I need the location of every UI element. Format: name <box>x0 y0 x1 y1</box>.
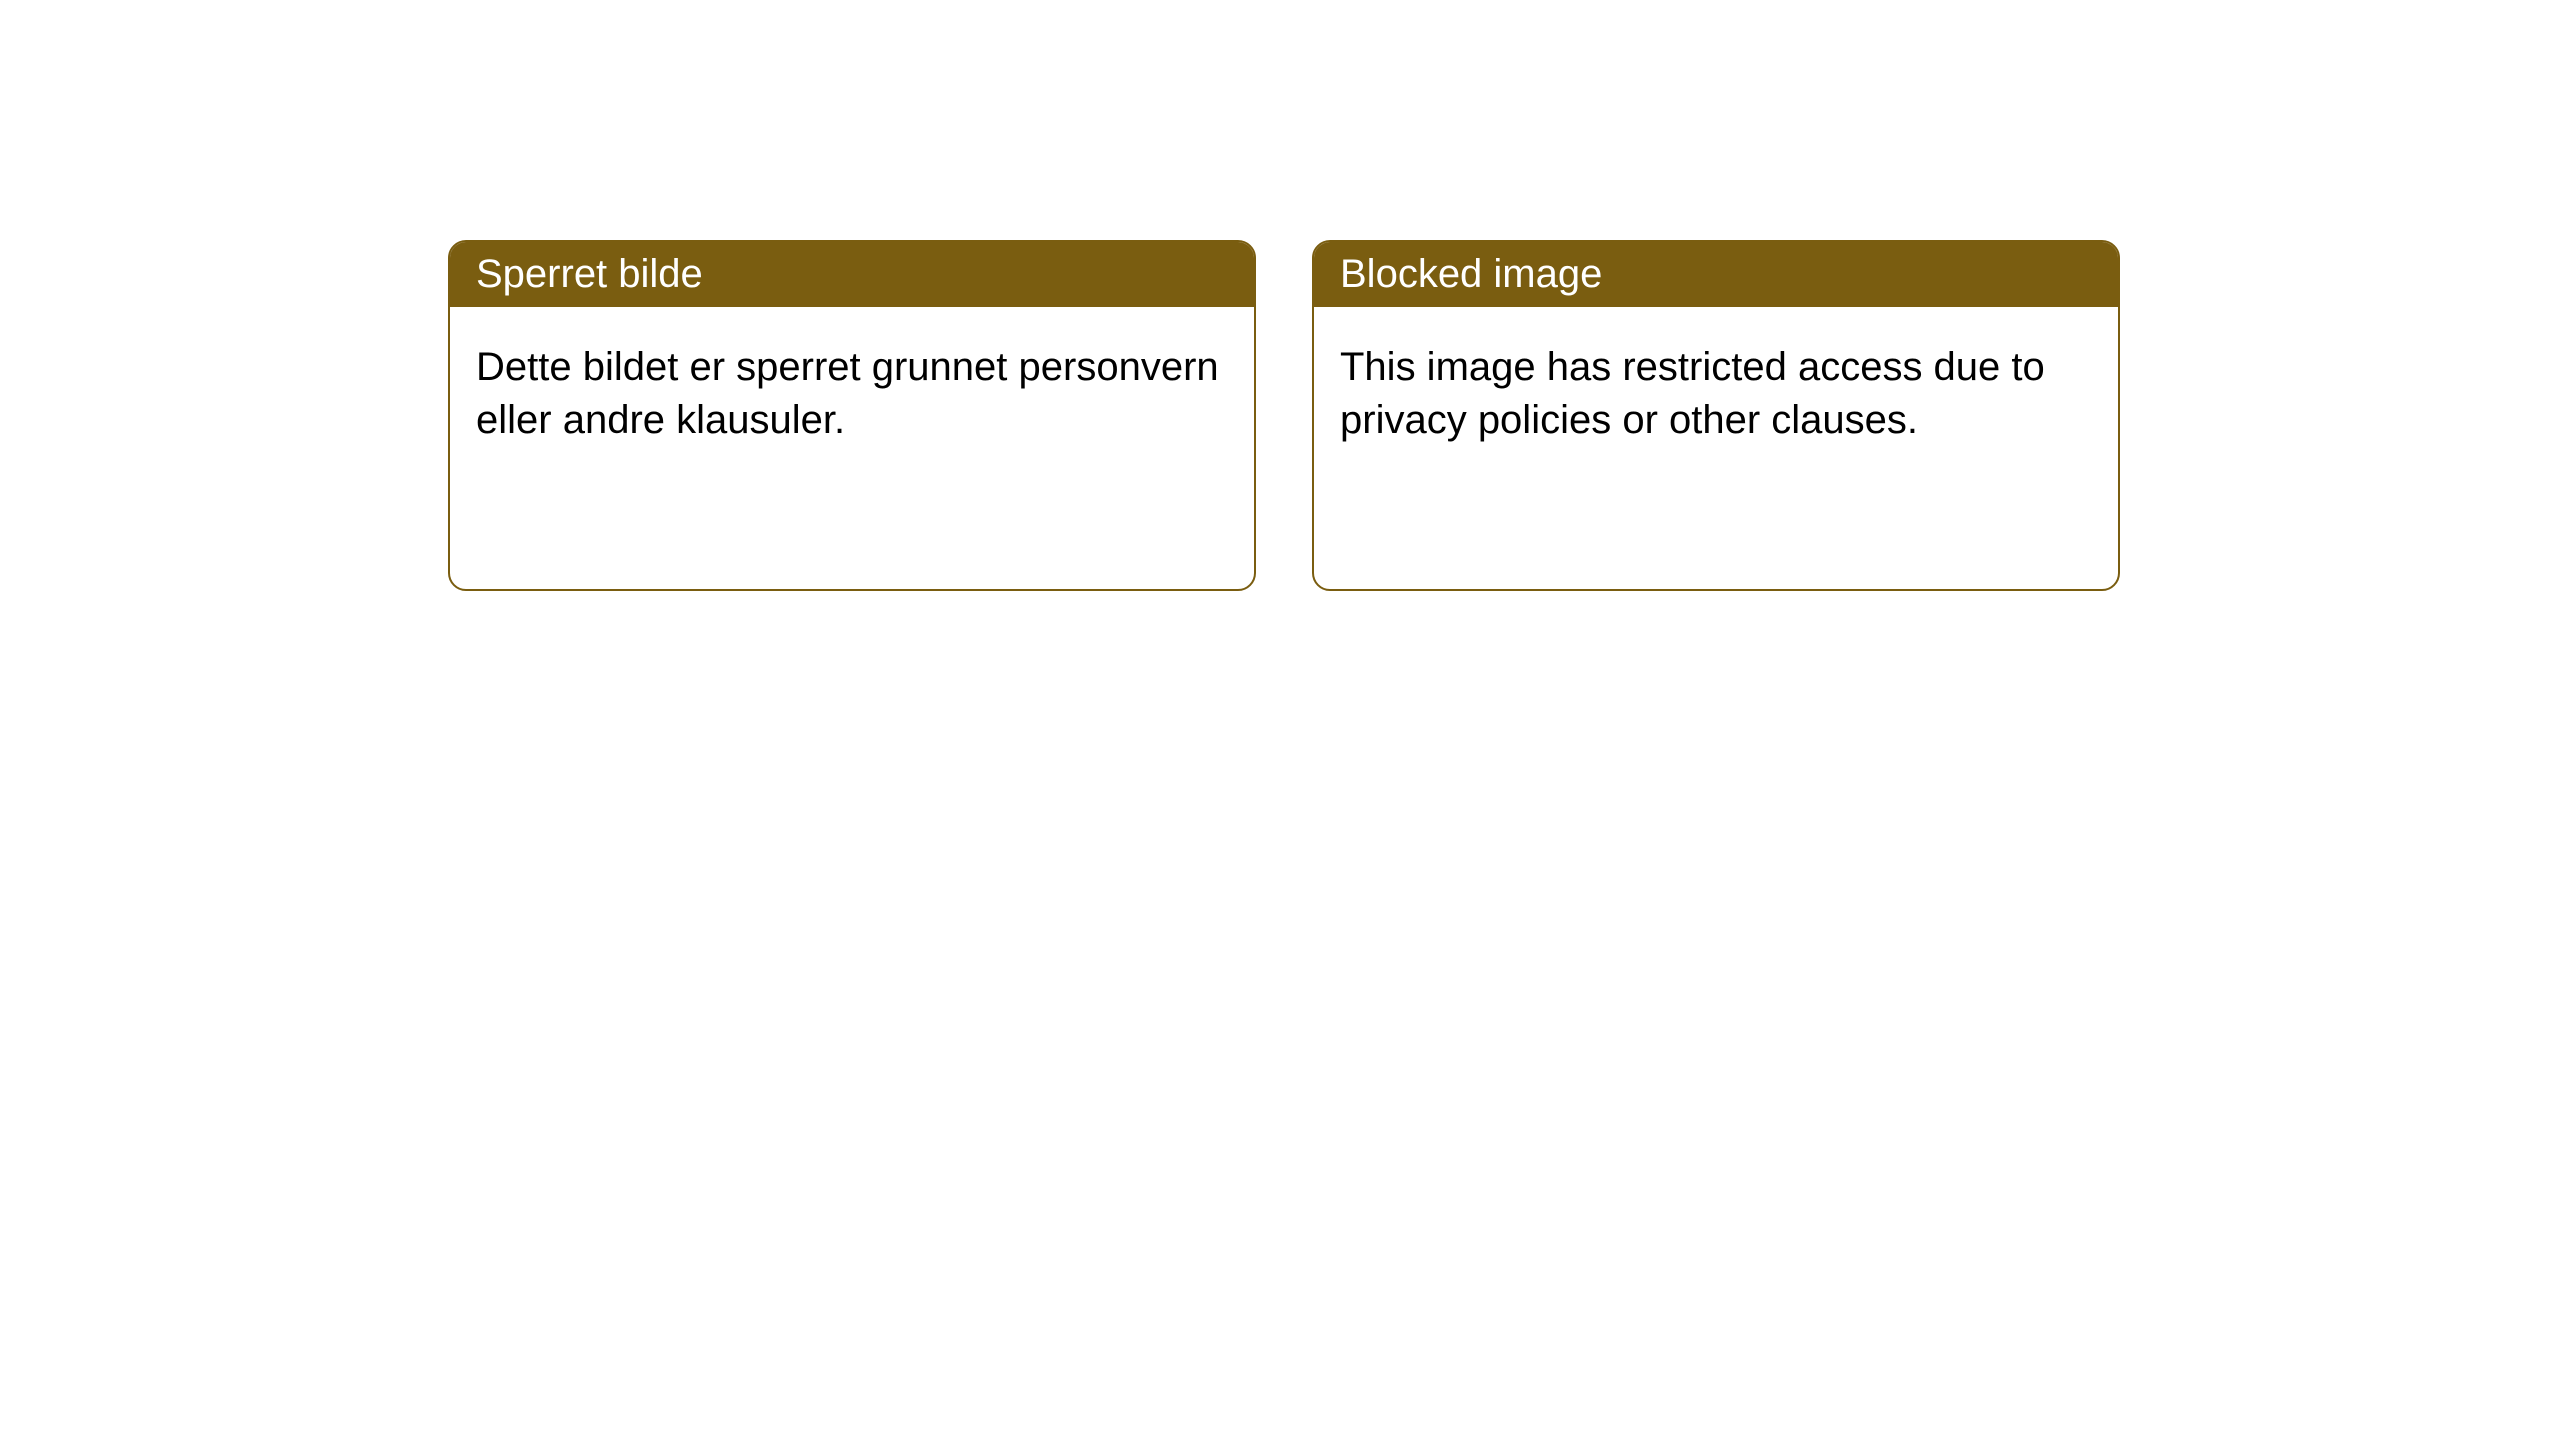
notice-body: This image has restricted access due to … <box>1314 307 2118 589</box>
notice-container: Sperret bilde Dette bildet er sperret gr… <box>0 0 2560 591</box>
notice-title: Blocked image <box>1340 252 1602 296</box>
notice-card-norwegian: Sperret bilde Dette bildet er sperret gr… <box>448 240 1256 591</box>
notice-card-english: Blocked image This image has restricted … <box>1312 240 2120 591</box>
notice-body: Dette bildet er sperret grunnet personve… <box>450 307 1254 589</box>
notice-title: Sperret bilde <box>476 252 703 296</box>
notice-text: This image has restricted access due to … <box>1340 345 2045 442</box>
notice-header: Sperret bilde <box>450 242 1254 307</box>
notice-text: Dette bildet er sperret grunnet personve… <box>476 345 1219 442</box>
notice-header: Blocked image <box>1314 242 2118 307</box>
